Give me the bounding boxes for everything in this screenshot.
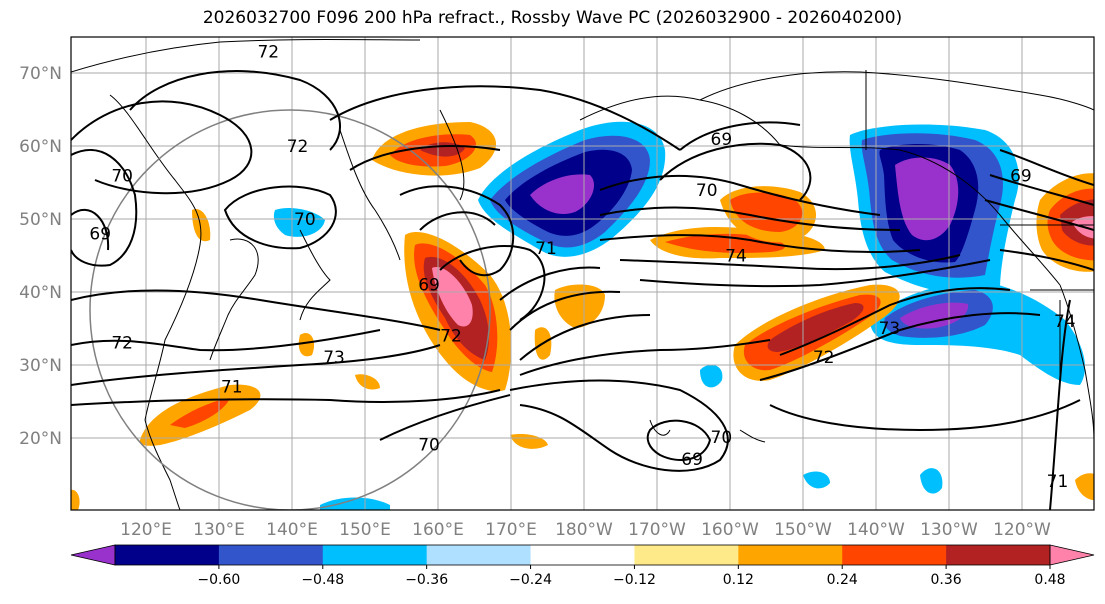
lon-tick-label: 160°W bbox=[701, 520, 759, 540]
lon-tick-label: 170°E bbox=[485, 520, 537, 540]
contour-label-layer: 72 72 70 69 70 72 73 71 70 69 72 71 69 70 74 73 72 70 69 69… bbox=[89, 43, 1076, 492]
colorbar-tick-label: 0.24 bbox=[827, 572, 858, 588]
lon-tick-label: 160°E bbox=[412, 520, 464, 540]
colorbar-extend-low bbox=[70, 544, 116, 566]
coastlines bbox=[71, 39, 1094, 510]
colorbar-extend-high bbox=[1049, 544, 1095, 566]
colorbar-tick-label: −0.48 bbox=[301, 572, 344, 588]
lon-tick-label: 140°W bbox=[847, 520, 905, 540]
colorbar-tick-label: 0.12 bbox=[723, 572, 754, 588]
colorbar-segment bbox=[530, 545, 635, 565]
contour-label: 70 bbox=[696, 181, 718, 201]
colorbar-tick-label: 0.48 bbox=[1034, 572, 1065, 588]
colorbar-segment bbox=[842, 545, 947, 565]
colorbar-tick-label: 0.36 bbox=[931, 572, 962, 588]
colorbar-segment bbox=[946, 545, 1051, 565]
map-gridlines bbox=[71, 37, 1094, 510]
lat-tick-labels: 70°N 60°N 50°N 40°N 30°N 20°N bbox=[19, 64, 62, 449]
map-frame bbox=[70, 36, 1095, 511]
contour-label: 73 bbox=[323, 348, 345, 368]
colorbar-tick-label: −0.24 bbox=[509, 572, 552, 588]
contour-label: 72 bbox=[287, 137, 309, 157]
lon-tick-label: 120°E bbox=[120, 520, 172, 540]
lon-tick-label: 140°E bbox=[266, 520, 318, 540]
colorbar-segment bbox=[322, 545, 428, 565]
colorbar-segment bbox=[115, 545, 220, 565]
lat-tick-label: 30°N bbox=[19, 356, 62, 376]
lat-tick-label: 20°N bbox=[19, 429, 62, 449]
colorbar: −0.60 −0.48 −0.36 −0.24 −0.12 0.12 0.24 0.36 0.4… bbox=[70, 544, 1095, 588]
contour-label: 74 bbox=[725, 246, 747, 266]
contour-label: 71 bbox=[221, 377, 243, 397]
lon-tick-label: 180°W bbox=[555, 520, 613, 540]
contour-label: 69 bbox=[89, 224, 111, 244]
contour-lines bbox=[71, 70, 1094, 510]
contour-label: 72 bbox=[111, 334, 133, 354]
colorbar-segment bbox=[218, 545, 324, 565]
colorbar-segment bbox=[426, 545, 532, 565]
lat-tick-label: 60°N bbox=[19, 137, 62, 157]
contour-label: 70 bbox=[294, 210, 316, 230]
contour-label: 69 bbox=[418, 275, 440, 295]
lat-tick-label: 40°N bbox=[19, 283, 62, 303]
domain-circle bbox=[89, 109, 491, 510]
chart-title: 2026032700 F096 200 hPa refract., Rossby… bbox=[202, 8, 903, 28]
colorbar-tick-label: −0.60 bbox=[197, 572, 240, 588]
colorbar-segment bbox=[738, 545, 843, 565]
lat-tick-label: 70°N bbox=[19, 64, 62, 84]
colorbar-tick-label: −0.36 bbox=[405, 572, 448, 588]
contour-label: 72 bbox=[440, 326, 462, 346]
lat-tick-label: 50°N bbox=[19, 210, 62, 230]
contour-label: 70 bbox=[418, 436, 440, 456]
contour-label: 72 bbox=[813, 348, 835, 368]
contour-label: 69 bbox=[1010, 166, 1032, 186]
contour-label: 69 bbox=[681, 450, 703, 470]
contour-label: 73 bbox=[879, 319, 901, 339]
contour-label: 70 bbox=[711, 428, 733, 448]
map-plot-area: 72 72 70 69 70 72 73 71 70 69 72 71 69 70 74 73 72 70 69 69… bbox=[71, 37, 1094, 510]
contour-label: 72 bbox=[257, 43, 279, 63]
colorbar-frame bbox=[114, 544, 1051, 566]
lon-tick-label: 150°W bbox=[774, 520, 832, 540]
lon-tick-label: 170°W bbox=[628, 520, 686, 540]
anomaly-fill-layer bbox=[71, 121, 1094, 510]
colorbar-tick-label: −0.12 bbox=[613, 572, 656, 588]
contour-label: 70 bbox=[111, 166, 133, 186]
lon-tick-label: 130°W bbox=[920, 520, 978, 540]
colorbar-segment bbox=[634, 545, 739, 565]
contour-label: 71 bbox=[535, 239, 557, 259]
contour-label: 71 bbox=[1047, 472, 1069, 492]
contour-label: 69 bbox=[711, 130, 733, 150]
lon-tick-label: 130°E bbox=[193, 520, 245, 540]
lon-tick-label: 120°W bbox=[993, 520, 1051, 540]
lon-tick-labels: 120°E 130°E 140°E 150°E 160°E 170°E 180°… bbox=[120, 520, 1051, 540]
contour-label: 74 bbox=[1054, 312, 1076, 332]
lon-tick-label: 150°E bbox=[339, 520, 391, 540]
